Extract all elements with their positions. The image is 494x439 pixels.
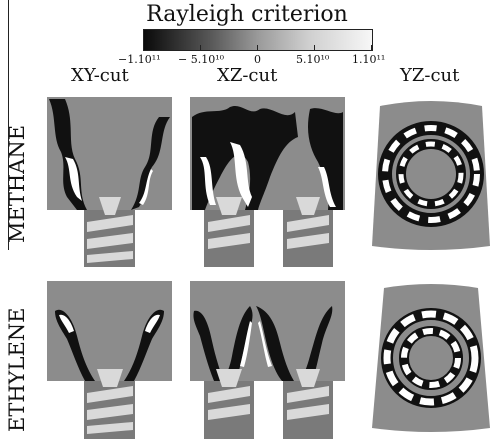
colorbar-tick-label: 1.10¹¹ — [352, 53, 386, 66]
colorbar-tick-label: −1.10¹¹ — [118, 53, 161, 66]
ethylene-yz-panel — [372, 284, 490, 432]
ethylene-xy-panel — [47, 281, 172, 439]
colorbar-tickmark — [371, 45, 372, 50]
colorbar-tickmark — [143, 45, 144, 50]
row-divider — [8, 0, 9, 250]
column-header-xz: XZ-cut — [217, 65, 278, 86]
colorbar-tick-label: 5.10¹⁰ — [296, 53, 330, 66]
colorbar-tick-label: 0 — [254, 53, 261, 66]
colorbar — [143, 29, 373, 51]
colorbar-tickmark — [314, 45, 315, 50]
ethylene-xz-panel — [190, 281, 345, 439]
column-header-yz: YZ-cut — [400, 65, 460, 86]
colorbar-tickmark — [257, 45, 258, 50]
column-header-xy: XY-cut — [71, 65, 129, 86]
methane-xy-panel — [47, 97, 172, 267]
colorbar-tickmark — [200, 45, 201, 50]
methane-yz-panel — [372, 101, 490, 250]
colorbar-tick-label: − 5.10¹⁰ — [178, 53, 225, 66]
colorbar-title: Rayleigh criterion — [146, 2, 348, 27]
row-label-ethylene: ETHYLENE — [5, 307, 29, 433]
methane-xz-panel — [190, 97, 345, 267]
